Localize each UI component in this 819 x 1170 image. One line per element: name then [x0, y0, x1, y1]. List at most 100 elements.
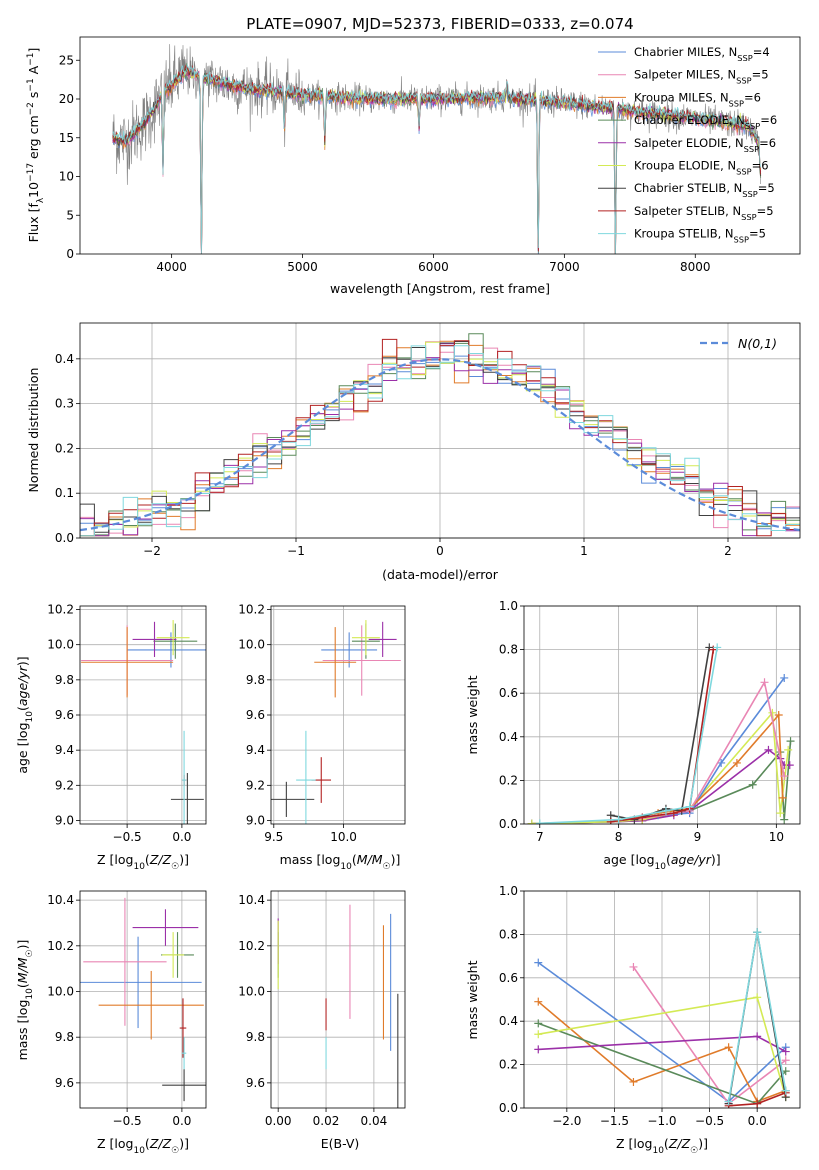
y-tick-label: 9.6 [246, 1076, 265, 1090]
y-tick-label: 10.0 [238, 638, 265, 652]
x-tick-label: 0.0 [172, 830, 191, 844]
label-part: 10 [25, 988, 35, 1000]
y-tick-label: 10.4 [47, 893, 74, 907]
label-part: SSP [737, 53, 752, 63]
y-tick-label: 5 [66, 208, 74, 222]
x-tick-label: 2 [724, 544, 732, 558]
data-point-marker [527, 819, 536, 824]
y-tick-label: 9.8 [55, 673, 74, 687]
x-tick-label: −1.5 [600, 1114, 629, 1128]
y-tick-label: 9.8 [246, 673, 265, 687]
x-tick-label: 10.0 [330, 830, 357, 844]
x-tick-label: 0.0 [748, 1114, 767, 1128]
y-tick-label: 9.0 [246, 813, 265, 827]
y-tick-label: 1.0 [499, 599, 518, 613]
data-point-marker [713, 643, 722, 652]
label-part: Z [log [97, 1136, 133, 1151]
data-point-marker [732, 758, 741, 767]
data-point-marker [764, 745, 773, 754]
label-part: 10 [652, 1146, 664, 1156]
y-tick-label: 9.2 [246, 778, 265, 792]
x-tick-label: 10 [769, 830, 784, 844]
label-part: Z [log [616, 1136, 652, 1151]
label-part: M/M [15, 957, 30, 983]
legend-label: Chabrier STELIB, NSSP=5 [634, 181, 775, 199]
y-tick-label: 0.6 [499, 686, 518, 700]
y-tick-label: 0.3 [55, 397, 74, 411]
data-point-marker [724, 1043, 733, 1052]
data-point-marker [534, 958, 543, 967]
label-part: erg cm [26, 115, 41, 163]
label-part: mass [log [15, 1000, 30, 1061]
weight-vs-Z-plot-area [534, 928, 790, 1108]
y-tick-label: 0.1 [55, 486, 74, 500]
label-part: SSP [742, 189, 757, 199]
label-part: 10 [133, 862, 145, 872]
legend-label: Kroupa STELIB, NSSP=5 [634, 227, 766, 245]
age-vs-mass-frame [270, 605, 406, 825]
label-part: SSP [741, 212, 756, 222]
residuals-xlabel: (data-model)/error [382, 567, 499, 582]
label-part: ( [145, 852, 150, 867]
data-point-marker [774, 711, 783, 719]
label-part: mass [log [280, 852, 341, 867]
label-part: s [26, 92, 41, 103]
data-point-marker [760, 678, 769, 687]
mass-vs-EBV-frame [270, 890, 406, 1109]
x-tick-label: −0.5 [113, 830, 142, 844]
label-part: age/yr [15, 665, 30, 706]
label-part: ( [145, 1136, 150, 1151]
gaussian-reference-line [80, 358, 800, 532]
x-tick-label: 5000 [287, 260, 318, 274]
label-part: ] [26, 48, 41, 53]
y-tick-label: 10.0 [47, 985, 74, 999]
y-tick-label: 0.4 [499, 1014, 518, 1028]
label-part: ( [666, 852, 671, 867]
y-tick-label: 0 [66, 247, 74, 261]
y-tick-label: 9.2 [55, 778, 74, 792]
x-tick-label: 0.04 [361, 1114, 388, 1128]
data-point-marker [717, 758, 726, 767]
label-part: =5 [749, 227, 766, 241]
age-vs-Z-frame [79, 605, 207, 825]
weight-ylabel: mass weight [465, 675, 480, 754]
label-part: 10 [133, 1146, 145, 1156]
mass-vs-EBV-axes [271, 891, 405, 1108]
label-part: )] [15, 656, 30, 666]
label-part: 10 [655, 862, 667, 872]
label-part: SSP [736, 167, 751, 177]
weight-ylabel: mass weight [465, 960, 480, 1039]
y-tick-label: 9.8 [55, 1030, 74, 1044]
data-point-marker [753, 993, 762, 1002]
spectrum-frame [79, 36, 801, 255]
mass-vs-Z-xlabel: Z [log10(Z/Z☉)] [97, 1136, 189, 1156]
weight-vs-age-xlabel: age [log10(age/yr)] [603, 852, 720, 872]
data-point-marker [778, 793, 787, 802]
label-part: ( [15, 706, 30, 711]
data-point-marker [786, 737, 795, 746]
weight-vs-Z-frame [523, 890, 801, 1109]
label-part: ☉ [383, 862, 391, 872]
data-point-marker [534, 1019, 543, 1028]
label-part: Kroupa MILES, N [634, 90, 729, 104]
y-tick-label: 9.6 [55, 708, 74, 722]
age-vs-mass-plot-area [271, 620, 401, 824]
spectrum-model-line [112, 64, 762, 254]
mass-vs-Z-plot-area [80, 897, 206, 1102]
data-point-marker [776, 809, 785, 818]
x-tick-label: 0.00 [265, 1114, 292, 1128]
data-point-marker [685, 802, 694, 811]
y-tick-label: 0.8 [499, 927, 518, 941]
label-part: −1 [26, 78, 36, 91]
data-point-marker [534, 1045, 543, 1054]
weight-vs-Z-xlabel: Z [log10(Z/Z☉)] [616, 1136, 708, 1156]
data-point-marker [661, 806, 670, 815]
mass-vs-Z-frame [79, 890, 207, 1109]
x-tick-label: 0.02 [313, 1114, 340, 1128]
y-tick-label: 0.0 [499, 817, 518, 831]
x-tick-label: 8000 [680, 260, 711, 274]
label-part: M/M [357, 852, 383, 867]
label-part: )] [711, 852, 721, 867]
label-part: SSP [745, 121, 760, 131]
y-tick-label: 0.4 [55, 352, 74, 366]
